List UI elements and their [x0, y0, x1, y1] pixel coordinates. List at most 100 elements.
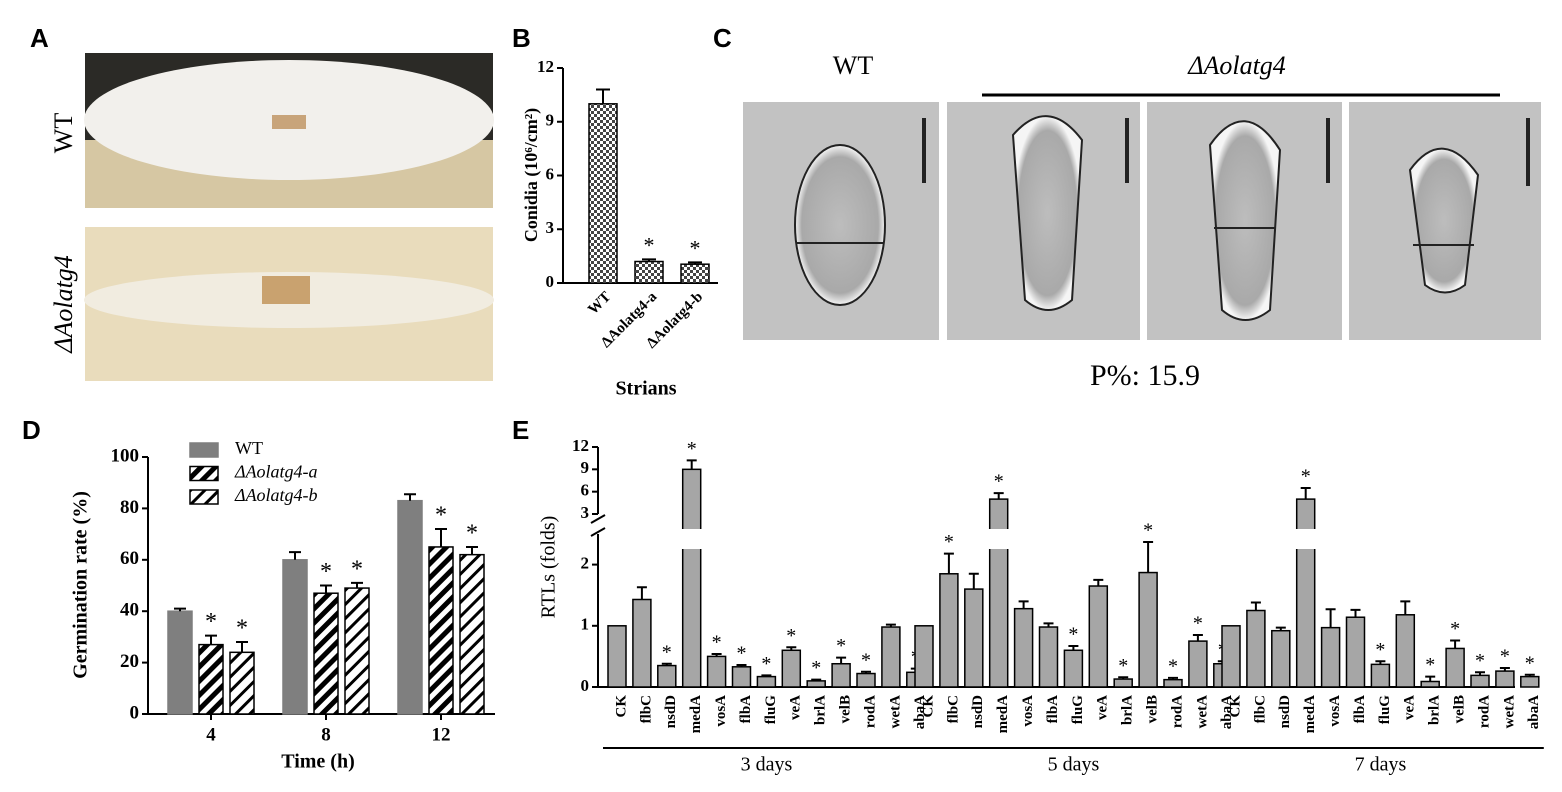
- significance: *: [1118, 655, 1128, 677]
- significance: *: [1475, 650, 1485, 672]
- x-tick-label: nsdD: [663, 695, 679, 729]
- x-tick-label: rodA: [1169, 695, 1185, 728]
- bar: [1088, 585, 1109, 688]
- error-bar: [289, 551, 301, 560]
- bar: [680, 263, 710, 284]
- legend-swatch: [189, 442, 219, 458]
- panel-label: B: [512, 23, 531, 53]
- axis-break: [1294, 529, 1317, 549]
- significance: *: [944, 531, 954, 553]
- bar: [1113, 678, 1133, 688]
- bar: [1520, 675, 1540, 688]
- x-tick-label: WT: [585, 289, 614, 318]
- bar: [428, 546, 454, 715]
- error-bar: [351, 581, 363, 589]
- bar: [681, 468, 702, 688]
- bar: [229, 651, 255, 715]
- bar: [706, 655, 727, 688]
- bar: [831, 662, 851, 688]
- x-tick-label: 4: [206, 724, 216, 745]
- error-bar: [1018, 600, 1029, 609]
- significance: *: [1525, 652, 1535, 674]
- y-tick-label: 20: [120, 651, 139, 672]
- photo-label: ΔAolatg4: [1187, 51, 1286, 80]
- panel-label: E: [512, 415, 529, 445]
- significance: *: [836, 635, 846, 657]
- error-bar: [1168, 676, 1178, 680]
- y-tick-label: 1: [581, 615, 590, 634]
- error-bar: [205, 634, 217, 645]
- bar: [344, 587, 370, 715]
- group-label: 5 days: [1048, 754, 1100, 776]
- x-tick-label: vosA: [1327, 695, 1343, 727]
- error-bar: [943, 552, 954, 574]
- x-tick-label: veA: [1095, 695, 1111, 720]
- error-bar: [466, 545, 478, 555]
- axis-break: [590, 527, 606, 537]
- y-tick-label: 9: [581, 458, 590, 477]
- y-tick-label: 12: [572, 436, 589, 455]
- bar: [939, 573, 959, 688]
- photo-a: [84, 53, 494, 381]
- error-bar: [1093, 578, 1104, 587]
- significance: *: [811, 657, 821, 679]
- x-tick-label: wetA: [1501, 695, 1517, 728]
- bar: [964, 588, 984, 688]
- significance: *: [205, 609, 217, 635]
- y-tick-label: 100: [111, 445, 140, 466]
- x-tick-label: flbA: [1352, 695, 1368, 724]
- y-tick-label: 0: [546, 272, 555, 291]
- y-tick-label: 3: [546, 218, 555, 237]
- x-tick-label: CK: [1227, 695, 1243, 718]
- y-tick-label: 0: [581, 676, 590, 695]
- legend-swatch: [189, 489, 219, 505]
- x-tick-label: vosA: [1020, 695, 1036, 727]
- x-tick-label: CK: [613, 695, 629, 718]
- x-axis-label: Strians: [615, 378, 676, 400]
- significance: *: [712, 632, 722, 654]
- x-tick-label: flbA: [1045, 695, 1061, 724]
- error-bar: [736, 663, 747, 667]
- x-tick-label: brlA: [813, 695, 829, 725]
- x-tick-label: 12: [432, 724, 451, 745]
- significance: *: [761, 653, 771, 675]
- x-tick-label: rodA: [1476, 695, 1492, 728]
- x-tick-label: fluG: [763, 695, 779, 725]
- bar: [313, 592, 339, 715]
- x-tick-label: velB: [1452, 695, 1468, 723]
- significance: *: [466, 520, 478, 546]
- error-bar: [1043, 622, 1054, 628]
- significance: *: [994, 471, 1004, 493]
- error-bar: [642, 258, 656, 262]
- bar: [1271, 629, 1291, 688]
- error-bar: [836, 656, 847, 664]
- photo-c: [743, 102, 1541, 340]
- group-label: 3 days: [741, 754, 793, 776]
- x-tick-label: velB: [1145, 695, 1161, 723]
- x-tick-label: flbA: [738, 695, 754, 724]
- bar: [914, 625, 934, 688]
- y-tick-label: 6: [581, 481, 590, 500]
- error-bar: [1375, 660, 1386, 665]
- photo-label: WT: [833, 51, 874, 80]
- significance: *: [320, 559, 332, 585]
- significance: *: [737, 643, 747, 665]
- bar: [806, 680, 826, 688]
- bar: [781, 649, 802, 688]
- x-tick-label: velB: [838, 695, 854, 723]
- error-bar: [1068, 644, 1079, 651]
- error-bar: [885, 623, 896, 628]
- error-bar: [686, 459, 697, 470]
- y-tick-label: 80: [120, 497, 139, 518]
- x-tick-label: flbC: [1252, 695, 1268, 723]
- axis-break: [680, 529, 703, 549]
- error-bar: [1118, 676, 1129, 680]
- x-tick-label: rodA: [862, 695, 878, 728]
- significance: *: [1500, 646, 1510, 668]
- photo-label: ΔAolatg4: [49, 255, 78, 354]
- error-bar: [993, 492, 1004, 500]
- x-tick-label: 8: [321, 724, 331, 745]
- significance: *: [1425, 654, 1435, 676]
- x-tick-label: brlA: [1120, 695, 1136, 725]
